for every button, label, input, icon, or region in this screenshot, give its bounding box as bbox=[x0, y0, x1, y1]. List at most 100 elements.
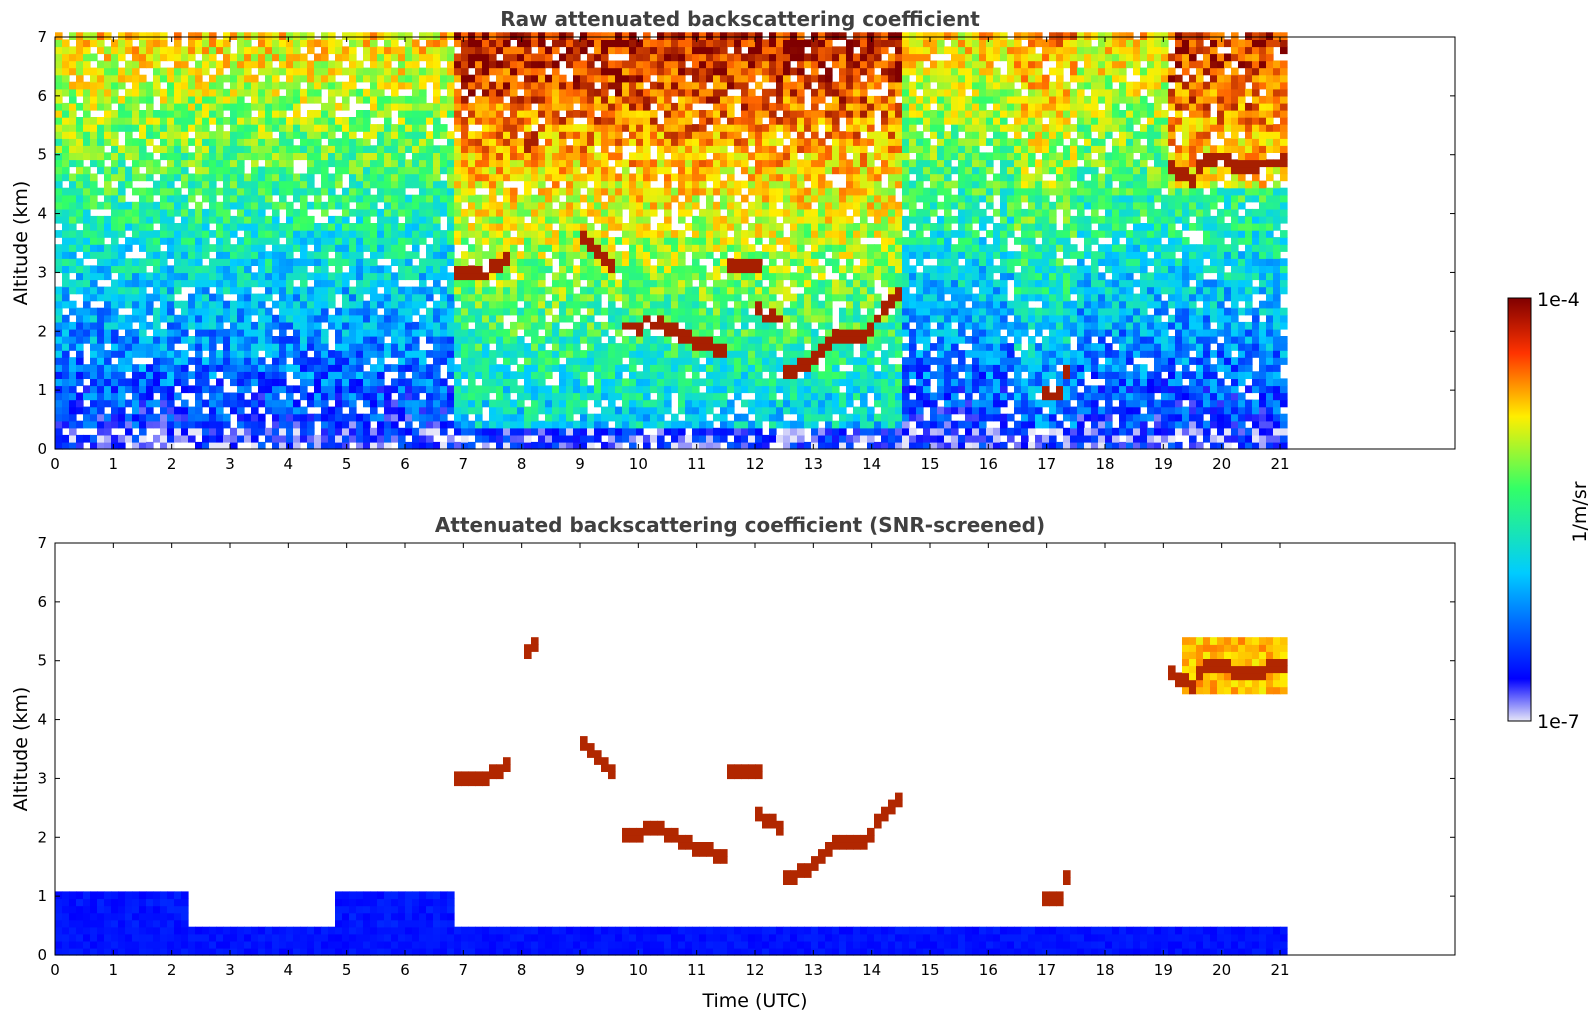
heatmap-cell bbox=[482, 68, 490, 76]
heatmap-cell bbox=[153, 336, 161, 344]
heatmap-cell bbox=[608, 393, 616, 401]
heatmap-cell bbox=[146, 159, 154, 167]
heatmap-cell bbox=[580, 96, 588, 104]
heatmap-cell bbox=[328, 103, 336, 111]
heatmap-cell bbox=[97, 442, 105, 450]
heatmap-cell bbox=[349, 174, 357, 182]
heatmap-cell bbox=[608, 32, 616, 40]
heatmap-cell bbox=[293, 82, 301, 90]
heatmap-cell bbox=[76, 159, 84, 167]
heatmap-cell bbox=[55, 414, 63, 422]
heatmap-cell bbox=[482, 315, 490, 323]
heatmap-cell bbox=[69, 414, 77, 422]
heatmap-cell bbox=[209, 181, 217, 189]
heatmap-cell bbox=[699, 435, 707, 443]
heatmap-cell bbox=[188, 152, 196, 160]
heatmap-cell bbox=[601, 152, 609, 160]
heatmap-cell bbox=[580, 174, 588, 182]
heatmap-cell bbox=[531, 68, 539, 76]
heatmap-cell bbox=[90, 89, 98, 97]
heatmap-cell bbox=[209, 421, 217, 429]
heatmap-cell bbox=[566, 216, 574, 224]
heatmap-cell bbox=[636, 89, 644, 97]
heatmap-cell bbox=[125, 336, 133, 344]
heatmap-cell bbox=[223, 308, 231, 316]
heatmap-cell bbox=[160, 89, 168, 97]
heatmap-cell bbox=[580, 393, 588, 401]
heatmap-cell bbox=[146, 39, 154, 47]
heatmap-cell bbox=[524, 280, 532, 288]
heatmap-cell bbox=[335, 61, 343, 69]
heatmap-cell bbox=[321, 223, 329, 231]
heatmap-cell bbox=[62, 336, 70, 344]
heatmap-cell bbox=[587, 280, 595, 288]
heatmap-cell bbox=[475, 138, 483, 146]
heatmap-cell bbox=[566, 188, 574, 196]
heatmap-cell bbox=[384, 96, 392, 104]
heatmap-cell bbox=[125, 96, 133, 104]
heatmap-cell bbox=[69, 308, 77, 316]
heatmap-cell bbox=[328, 216, 336, 224]
heatmap-cell bbox=[643, 378, 651, 386]
heatmap-cell bbox=[174, 82, 182, 90]
heatmap-cell bbox=[503, 301, 511, 309]
heatmap-cell bbox=[104, 188, 112, 196]
heatmap-cell bbox=[356, 301, 364, 309]
heatmap-cell bbox=[433, 336, 441, 344]
heatmap-cell bbox=[230, 54, 238, 62]
heatmap-cell bbox=[62, 188, 70, 196]
heatmap-cell bbox=[307, 167, 315, 175]
heatmap-cell bbox=[335, 428, 343, 436]
heatmap-cell bbox=[657, 400, 665, 408]
heatmap-cell bbox=[237, 385, 245, 393]
heatmap-cell bbox=[580, 336, 588, 344]
heatmap-cell bbox=[111, 82, 119, 90]
heatmap-cell bbox=[160, 378, 168, 386]
heatmap-cell bbox=[349, 237, 357, 245]
heatmap-cell bbox=[62, 237, 70, 245]
heatmap-cell bbox=[167, 421, 175, 429]
heatmap-cell bbox=[594, 96, 602, 104]
heatmap-cell bbox=[594, 68, 602, 76]
heatmap-cell bbox=[482, 336, 490, 344]
heatmap-cell bbox=[461, 251, 469, 259]
heatmap-cell bbox=[524, 435, 532, 443]
heatmap-cell bbox=[300, 39, 308, 47]
heatmap-cell bbox=[517, 393, 525, 401]
heatmap-cell bbox=[83, 435, 91, 443]
heatmap-cell bbox=[461, 385, 469, 393]
heatmap-cell bbox=[300, 336, 308, 344]
heatmap-cell bbox=[524, 265, 532, 273]
heatmap-cell bbox=[503, 216, 511, 224]
heatmap-cell bbox=[531, 315, 539, 323]
heatmap-cell bbox=[657, 131, 665, 139]
heatmap-cell bbox=[622, 46, 630, 54]
heatmap-cell bbox=[503, 357, 511, 365]
heatmap-cell bbox=[69, 54, 77, 62]
heatmap-cell bbox=[552, 138, 560, 146]
heatmap-cell bbox=[174, 244, 182, 252]
heatmap-cell bbox=[272, 54, 280, 62]
heatmap-cell bbox=[202, 315, 210, 323]
heatmap-cell bbox=[664, 251, 672, 259]
heatmap-cell bbox=[671, 244, 679, 252]
heatmap-cell bbox=[167, 251, 175, 259]
heatmap-cell bbox=[713, 364, 721, 372]
heatmap-cell bbox=[496, 414, 504, 422]
heatmap-cell bbox=[293, 103, 301, 111]
heatmap-cell bbox=[503, 188, 511, 196]
heatmap-cell bbox=[97, 393, 105, 401]
heatmap-cell bbox=[356, 265, 364, 273]
heatmap-cell bbox=[587, 89, 595, 97]
heatmap-cell bbox=[419, 258, 427, 266]
heatmap-cell bbox=[398, 188, 406, 196]
heatmap-cell bbox=[265, 138, 273, 146]
heatmap-cell bbox=[223, 61, 231, 69]
heatmap-cell bbox=[713, 46, 721, 54]
heatmap-cell bbox=[384, 145, 392, 153]
heatmap-cell bbox=[209, 258, 217, 266]
heatmap-cell bbox=[356, 181, 364, 189]
heatmap-cell bbox=[405, 159, 413, 167]
heatmap-cell bbox=[573, 357, 581, 365]
heatmap-cell bbox=[55, 251, 63, 259]
